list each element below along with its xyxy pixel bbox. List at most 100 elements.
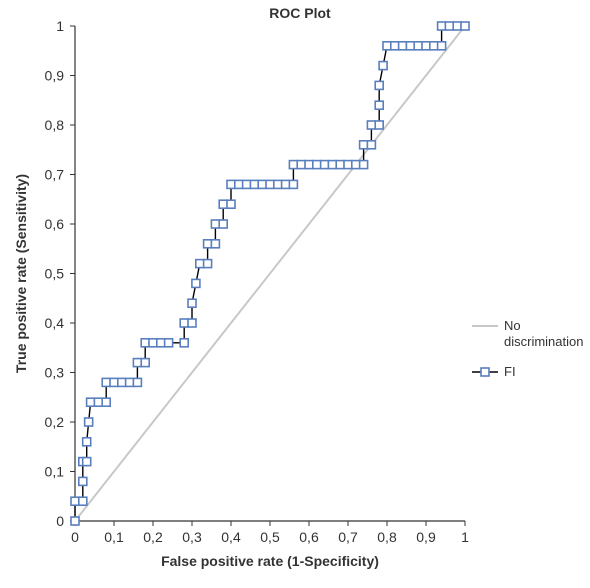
fi-marker [79, 497, 87, 505]
y-axis-label: True positive rate (Sensitivity) [13, 174, 29, 373]
fi-marker [211, 240, 219, 248]
fi-marker [204, 260, 212, 268]
fi-marker [219, 220, 227, 228]
fi-marker [367, 141, 375, 149]
no-discrimination-line [75, 26, 465, 521]
fi-marker [453, 22, 461, 30]
fi-marker [336, 161, 344, 169]
roc-plot-container: ROC Plot 0 0,1 0,2 0,3 0,4 0,5 0,6 0,7 0,8 0,9 1 0 0,… [0, 0, 590, 588]
fi-marker [328, 161, 336, 169]
fi-marker [352, 161, 360, 169]
y-tick-label: 0,2 [45, 414, 65, 430]
fi-marker [165, 339, 173, 347]
fi-marker [305, 161, 313, 169]
fi-marker [297, 161, 305, 169]
y-tick-label: 1 [56, 18, 64, 34]
fi-marker [118, 378, 126, 386]
fi-marker [83, 438, 91, 446]
fi-marker [321, 161, 329, 169]
fi-marker [289, 180, 297, 188]
fi-marker [430, 42, 438, 50]
fi-marker [87, 398, 95, 406]
fi-marker [445, 22, 453, 30]
fi-marker [375, 121, 383, 129]
fi-marker [274, 180, 282, 188]
legend-label-no-discrimination: discrimination [504, 334, 583, 349]
fi-marker [360, 161, 368, 169]
fi-marker [438, 22, 446, 30]
fi-marker [313, 161, 321, 169]
fi-marker [102, 398, 110, 406]
fi-marker [266, 180, 274, 188]
fi-marker [289, 161, 297, 169]
fi-marker [102, 378, 110, 386]
fi-marker [406, 42, 414, 50]
fi-marker [180, 339, 188, 347]
fi-marker [83, 458, 91, 466]
fi-marker [94, 398, 102, 406]
x-tick-label: 0,3 [182, 529, 202, 545]
fi-marker [235, 180, 243, 188]
x-tick-label: 0,4 [221, 529, 241, 545]
fi-marker [79, 477, 87, 485]
y-tick-label: 0,9 [45, 68, 65, 84]
fi-marker [133, 378, 141, 386]
fi-marker [391, 42, 399, 50]
fi-marker [422, 42, 430, 50]
y-tick-label: 0,1 [45, 464, 65, 480]
y-tick-label: 0,7 [45, 167, 65, 183]
fi-marker [196, 260, 204, 268]
x-tick-label: 0,8 [377, 529, 397, 545]
fi-marker [149, 339, 157, 347]
x-tick-label: 0,1 [104, 529, 124, 545]
fi-marker [141, 359, 149, 367]
y-tick-label: 0,3 [45, 365, 65, 381]
y-tick-label: 0,4 [45, 315, 65, 331]
x-tick-label: 0,7 [338, 529, 358, 545]
fi-marker [180, 319, 188, 327]
fi-marker [250, 180, 258, 188]
fi-marker [399, 42, 407, 50]
fi-marker [258, 180, 266, 188]
fi-marker [71, 517, 79, 525]
y-tick-label: 0 [56, 513, 64, 529]
legend-label-no-discrimination: No [504, 318, 521, 333]
y-tick-label: 0,5 [45, 266, 65, 282]
fi-marker [383, 42, 391, 50]
x-tick-label: 0,2 [143, 529, 163, 545]
fi-marker [282, 180, 290, 188]
fi-marker [438, 42, 446, 50]
fi-marker [360, 141, 368, 149]
fi-marker [71, 497, 79, 505]
fi-marker [375, 101, 383, 109]
plot-title: ROC Plot [269, 5, 331, 21]
fi-marker [141, 339, 149, 347]
fi-marker [204, 240, 212, 248]
fi-marker [188, 319, 196, 327]
y-tick-label: 0,8 [45, 117, 65, 133]
fi-marker [461, 22, 469, 30]
fi-marker [157, 339, 165, 347]
fi-marker [227, 180, 235, 188]
fi-marker [133, 359, 141, 367]
fi-marker [414, 42, 422, 50]
fi-marker [219, 200, 227, 208]
x-tick-label: 0,6 [299, 529, 319, 545]
fi-marker [344, 161, 352, 169]
x-tick-label: 0,9 [416, 529, 436, 545]
roc-plot-svg: ROC Plot 0 0,1 0,2 0,3 0,4 0,5 0,6 0,7 0,8 0,9 1 0 0,… [0, 0, 590, 588]
x-axis-label: False positive rate (1-Specificity) [161, 553, 379, 569]
fi-marker [227, 200, 235, 208]
x-tick-label: 1 [461, 529, 469, 545]
fi-marker [367, 121, 375, 129]
fi-marker [126, 378, 134, 386]
fi-marker [192, 279, 200, 287]
fi-marker [211, 220, 219, 228]
fi-marker [188, 299, 196, 307]
x-tick-label: 0,5 [260, 529, 280, 545]
x-tick-label: 0 [71, 529, 79, 545]
fi-marker [110, 378, 118, 386]
fi-marker [85, 418, 93, 426]
fi-marker [375, 81, 383, 89]
legend-swatch-fi-marker [481, 368, 489, 376]
